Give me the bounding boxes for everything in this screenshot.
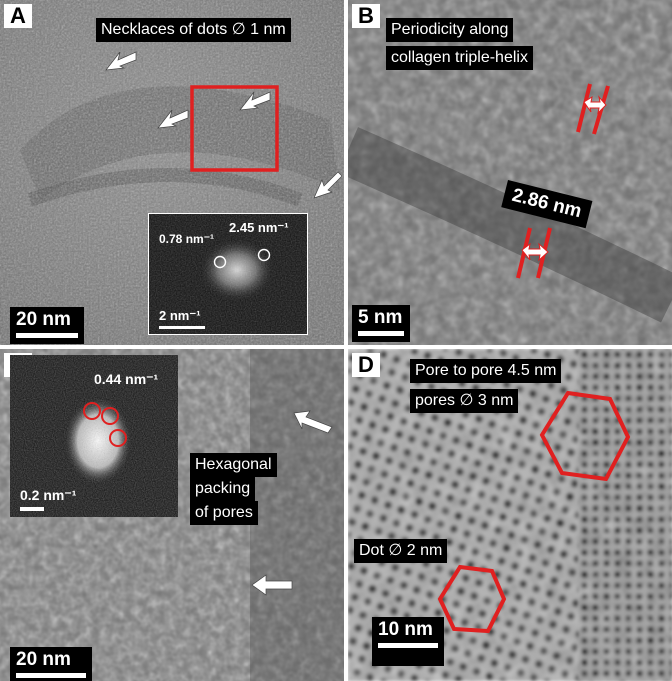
hexagon-icon [539,390,631,482]
circle-icon [257,248,271,262]
scale-bar-line [358,331,404,336]
panel-caption-line2: collagen triple-helix [386,46,533,70]
circle-icon [101,407,119,425]
panel-caption: Necklaces of dots ∅ 1 nm [96,18,291,42]
panel-caption-line2: packing [190,477,256,501]
arrow-icon [239,91,271,111]
scale-label: 20 nm [16,649,71,670]
scale-bar: 10 nm [372,617,444,666]
scale-bar: 20 nm [10,307,84,344]
double-arrow-icon [516,227,552,279]
arrow-icon [157,109,189,129]
arrow-icon [251,574,293,596]
scale-label: 20 nm [16,309,71,330]
scale-bar-line [378,643,438,648]
double-arrow-icon [576,83,610,135]
panel-d: D Pore to pore 4.5 nm pores ∅ 3 nm Dot ∅… [348,349,672,681]
scale-bar: 20 nm [10,647,92,681]
inset-scale-label: 0.2 nm⁻¹ [20,487,77,503]
panel-caption-line1: Periodicity along [386,18,514,42]
box-icon [190,85,279,172]
circle-icon [109,429,127,447]
fft-image [149,214,307,334]
panel-b: B Periodicity along collagen triple-heli… [348,0,672,345]
tem-image-a [0,0,344,345]
fft-inset: 0.44 nm⁻¹ 0.2 nm⁻¹ [10,355,178,517]
panel-caption-line3: of pores [190,501,258,525]
inset-scale-label: 2 nm⁻¹ [159,308,201,323]
panel-letter: B [352,4,380,28]
panel-caption-line1: Hexagonal [190,453,277,477]
scale-bar-line [16,673,86,678]
fft-label-left: 0.78 nm⁻¹ [159,232,215,246]
panel-c: C 0.44 nm⁻¹ 0.2 nm⁻¹ Hexagonal packing o… [0,349,344,681]
fft-label-right: 2.45 nm⁻¹ [229,220,289,235]
scale-bar: 5 nm [352,305,410,342]
scale-label: 10 nm [378,619,433,640]
panel-a: A Necklaces of dots ∅ 1 nm [0,0,344,345]
hexagon-icon [437,564,507,634]
panel-letter: A [4,4,32,28]
inset-scale-bar [20,507,44,511]
arrow-icon [313,171,342,199]
fft-image [10,355,178,517]
arrow-icon [105,51,137,71]
circle-icon [83,402,101,420]
fft-label: 0.44 nm⁻¹ [94,371,159,387]
scale-label: 5 nm [358,307,403,328]
scale-bar-line [16,333,78,338]
inset-scale-bar [159,326,205,329]
circle-icon [213,255,227,269]
panel-caption-line2: pores ∅ 3 nm [410,389,519,413]
panel-caption-dot: Dot ∅ 2 nm [354,539,448,563]
fft-inset: 0.78 nm⁻¹ 2.45 nm⁻¹ 2 nm⁻¹ [148,213,308,335]
panel-letter: D [352,353,380,377]
panel-caption-line1: Pore to pore 4.5 nm [410,359,562,383]
arrow-icon [293,410,333,434]
